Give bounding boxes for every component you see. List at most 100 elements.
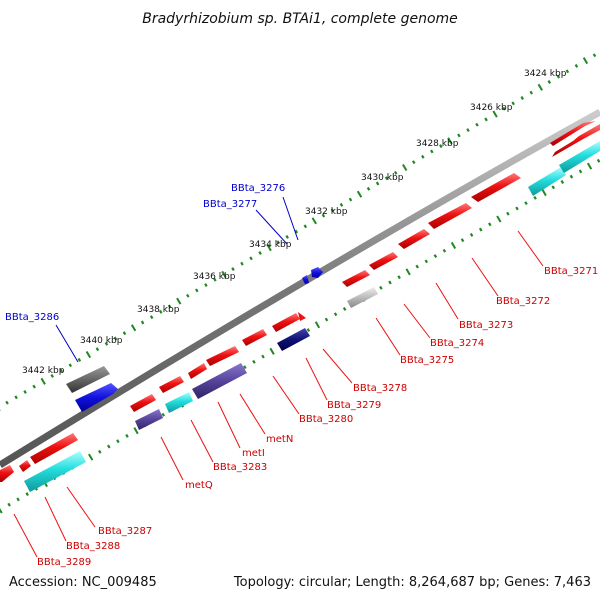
tick-mark: [551, 185, 556, 190]
tick-mark: [0, 508, 3, 514]
tick-mark: [158, 309, 163, 314]
tick-mark: [314, 321, 321, 329]
tick-mark: [450, 241, 457, 249]
tick-mark: [460, 238, 465, 243]
tick-mark: [59, 368, 64, 373]
gene-label-bbta-3289[interactable]: BBta_3289: [37, 557, 91, 568]
gene-label-bbta-3279[interactable]: BBta_3279: [327, 400, 381, 411]
tick-mark: [324, 317, 329, 322]
tick-mark: [484, 117, 488, 122]
gene-bbta-3289-arrow[interactable]: [0, 465, 14, 482]
gene-bbta-3271-arrow[interactable]: [550, 121, 596, 146]
gene-label-bbta-3288[interactable]: BBta_3288: [66, 541, 120, 552]
gene-bbta-3275-arrow[interactable]: [369, 252, 398, 270]
tick-mark: [330, 208, 335, 213]
gene-arrow[interactable]: [165, 392, 193, 413]
gene-metq-arrow[interactable]: [135, 409, 163, 430]
tick-mark: [125, 433, 129, 438]
gene-bbta-3280-arrow[interactable]: [272, 313, 300, 332]
tick-mark: [243, 365, 247, 370]
gene-label-bbta-3286[interactable]: BBta_3286: [5, 312, 59, 323]
topology-text: Topology: circular; Length: 8,264,687 bp…: [233, 575, 591, 590]
gene-label-bbta-3275[interactable]: BBta_3275: [400, 355, 454, 366]
scale-labels: 3424 kbp 3426 kbp 3428 kbp 3430 kbp 3432…: [22, 69, 567, 376]
tick-mark: [547, 80, 552, 84]
gene-bbta-3274-arrow[interactable]: [398, 229, 430, 249]
gene-metq-arrow[interactable]: [159, 376, 184, 393]
gene-arrow[interactable]: [552, 124, 600, 157]
gene-label-bbta-3272[interactable]: BBta_3272: [496, 296, 550, 307]
scale-label-3430: 3430 kbp: [361, 173, 404, 183]
tick-mark: [16, 497, 20, 502]
tick-mark: [574, 64, 579, 68]
tick-mark: [469, 232, 474, 237]
gene-label-bbta-3280[interactable]: BBta_3280: [299, 414, 353, 425]
tick-mark: [529, 90, 534, 95]
gene-bbta-3272-arrow[interactable]: [471, 173, 521, 202]
tick-mark: [421, 154, 425, 159]
gene-labels: BBta_3271 BBta_3272 BBta_3273 BBta_3274 …: [5, 183, 598, 568]
gene-label-bbta-3277[interactable]: BBta_3277: [203, 199, 257, 210]
tick-mark: [439, 144, 443, 149]
tick-mark: [249, 256, 253, 261]
gene-bbta-3278-arrow[interactable]: [342, 270, 370, 287]
tick-mark: [176, 297, 182, 305]
tick-mark: [533, 195, 537, 200]
tick-mark: [68, 363, 73, 368]
tick-mark: [537, 83, 543, 91]
gene-label-bbta-3287[interactable]: BBta_3287: [98, 526, 152, 537]
tick-mark: [447, 137, 453, 145]
gene-arrow[interactable]: [559, 141, 600, 173]
gene-bbta-3283-arrow[interactable]: [188, 363, 207, 379]
gene-label-meti[interactable]: metI: [242, 448, 265, 459]
gene-arrow[interactable]: [130, 394, 156, 412]
tick-mark: [466, 128, 470, 133]
gene-label-bbta-3278[interactable]: BBta_3278: [353, 383, 407, 394]
gene-bbta-3275-arrow[interactable]: [347, 287, 378, 308]
gene-bbta-3279-arrow[interactable]: [277, 328, 310, 351]
tick-mark: [541, 189, 547, 197]
gene-bbta-3286b-arrow[interactable]: [75, 383, 118, 412]
tick-mark: [430, 149, 434, 154]
label-leaders: [13, 230, 544, 558]
tick-mark: [488, 222, 492, 227]
gene-label-bbta-3283[interactable]: BBta_3283: [213, 462, 267, 473]
tick-mark: [269, 347, 275, 355]
tick-mark: [556, 74, 561, 79]
tick-mark: [569, 174, 574, 179]
tick-mark: [204, 283, 208, 287]
scale-label-3434: 3434 kbp: [249, 240, 292, 250]
gene-label-bbta-3271[interactable]: BBta_3271: [544, 266, 598, 277]
reverse-strand-genes: [24, 141, 600, 492]
tick-mark: [32, 384, 36, 389]
gene-label-bbta-3274[interactable]: BBta_3274: [430, 338, 484, 349]
gene-bbta-3280b-arrow[interactable]: [298, 312, 306, 321]
tick-mark: [213, 277, 217, 282]
tick-mark: [25, 492, 29, 497]
gene-bbta-3287-arrow[interactable]: [30, 433, 78, 464]
gene-meti-arrow[interactable]: [192, 363, 247, 399]
tick-mark: [524, 201, 528, 206]
gene-bbta-3273-arrow[interactable]: [428, 203, 472, 229]
gene-metn-arrow[interactable]: [242, 329, 267, 346]
gene-bbta-3288-arrow[interactable]: [19, 460, 31, 472]
gene-bbta-3276-arrow[interactable]: [311, 267, 323, 278]
tick-mark: [321, 213, 326, 218]
gene-arrow[interactable]: [528, 167, 566, 196]
tick-mark: [402, 163, 408, 172]
tick-mark: [515, 206, 519, 211]
tick-mark: [40, 377, 46, 385]
gene-bbta-3286-arrow[interactable]: [66, 366, 110, 393]
gene-bbta-3287-arrow[interactable]: [24, 451, 86, 492]
tick-mark: [231, 267, 235, 271]
gene-label-bbta-3273[interactable]: BBta_3273: [459, 320, 513, 331]
gene-label-metq[interactable]: metQ: [185, 480, 213, 491]
gene-meti-arrow[interactable]: [206, 346, 239, 366]
tick-mark: [116, 439, 120, 444]
gene-bbta-3277-arrow[interactable]: [302, 275, 309, 284]
gene-label-bbta-3276[interactable]: BBta_3276: [231, 183, 285, 194]
gene-label-metn[interactable]: metN: [266, 434, 293, 445]
tick-mark: [285, 235, 289, 239]
scale-label-3442: 3442 kbp: [22, 366, 65, 376]
tick-mark: [586, 162, 593, 170]
